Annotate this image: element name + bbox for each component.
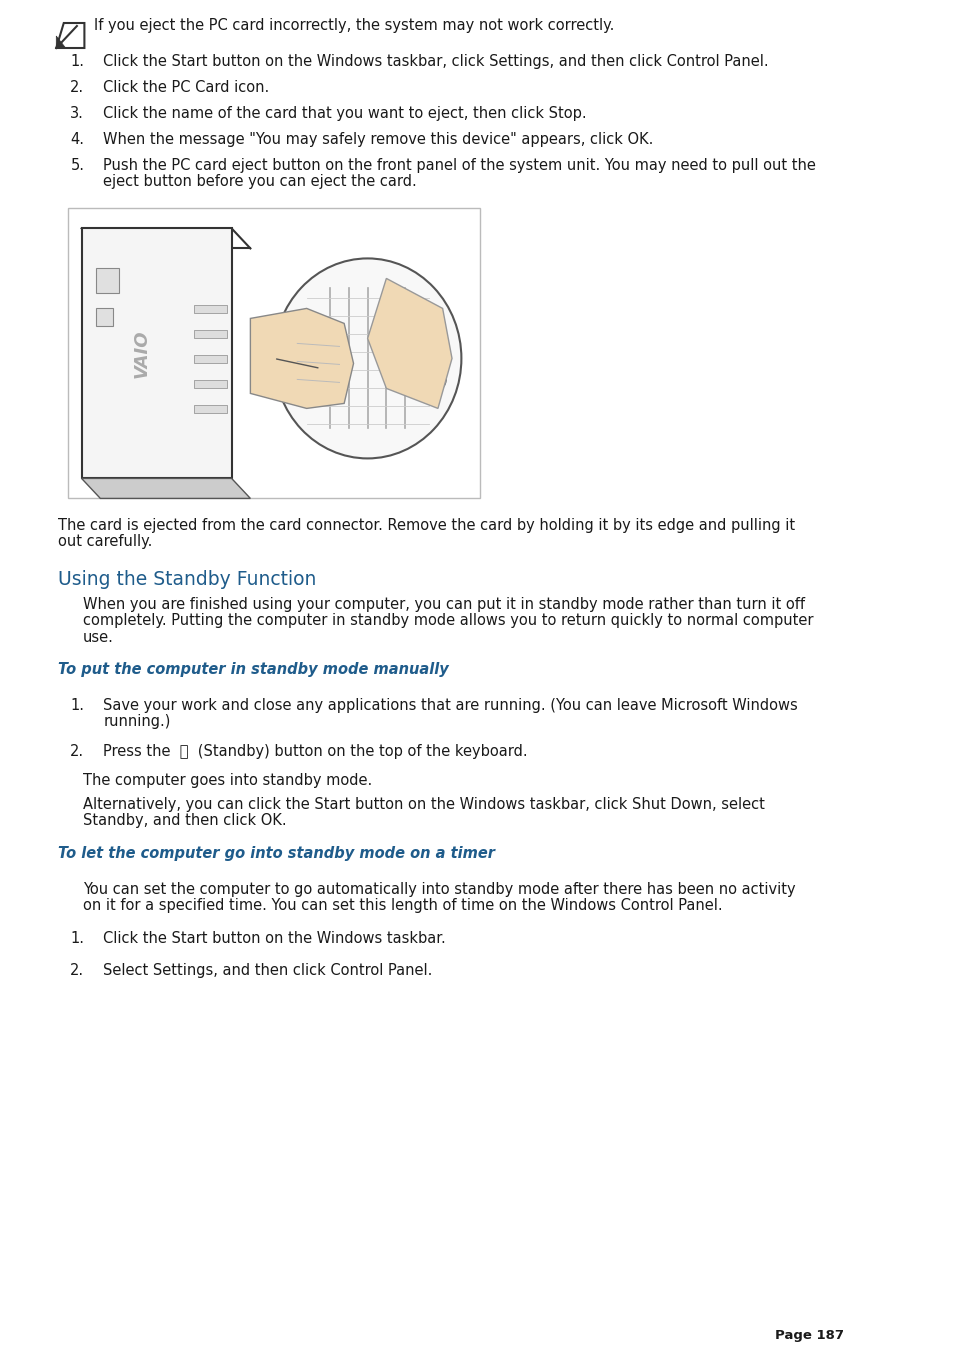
Text: 1.: 1.	[71, 54, 84, 69]
Bar	[95, 308, 112, 327]
Text: Save your work and close any applications that are running. (You can leave Micro: Save your work and close any application…	[103, 698, 797, 713]
Bar	[193, 305, 227, 313]
Text: When you are finished using your computer, you can put it in standby mode rather: When you are finished using your compute…	[83, 597, 803, 612]
Circle shape	[419, 365, 446, 392]
Polygon shape	[56, 36, 66, 49]
Text: Page 187: Page 187	[774, 1329, 843, 1342]
Text: VAIO: VAIO	[132, 330, 151, 378]
Text: Alternatively, you can click the Start button on the Windows taskbar, click Shut: Alternatively, you can click the Start b…	[83, 797, 763, 812]
Text: use.: use.	[83, 630, 113, 644]
Text: 1.: 1.	[71, 698, 84, 713]
Text: 2.: 2.	[71, 743, 85, 758]
Text: Click the Start button on the Windows taskbar.: Click the Start button on the Windows ta…	[103, 931, 445, 946]
Bar	[68, 208, 479, 499]
Text: 3.: 3.	[71, 105, 84, 120]
Bar	[82, 228, 232, 478]
Polygon shape	[367, 278, 452, 408]
Text: 4.: 4.	[71, 132, 84, 147]
Text: Click the name of the card that you want to eject, then click Stop.: Click the name of the card that you want…	[103, 105, 586, 120]
Bar	[193, 355, 227, 363]
Text: 2.: 2.	[71, 963, 85, 978]
Bar	[193, 331, 227, 338]
Text: When the message "You may safely remove this device" appears, click OK.: When the message "You may safely remove …	[103, 132, 653, 147]
Polygon shape	[82, 478, 250, 499]
Bar	[193, 405, 227, 413]
Text: Click the PC Card icon.: Click the PC Card icon.	[103, 80, 269, 95]
Text: eject button before you can eject the card.: eject button before you can eject the ca…	[103, 174, 416, 189]
Text: The computer goes into standby mode.: The computer goes into standby mode.	[83, 773, 372, 788]
Text: 2.: 2.	[71, 80, 85, 95]
Text: running.): running.)	[103, 715, 171, 730]
Text: Push the PC card eject button on the front panel of the system unit. You may nee: Push the PC card eject button on the fro…	[103, 158, 815, 173]
Text: Select Settings, and then click Control Panel.: Select Settings, and then click Control …	[103, 963, 432, 978]
Text: Using the Standby Function: Using the Standby Function	[58, 570, 316, 589]
Text: out carefully.: out carefully.	[58, 534, 152, 550]
Text: To let the computer go into standby mode on a timer: To let the computer go into standby mode…	[58, 846, 495, 861]
Text: To put the computer in standby mode manually: To put the computer in standby mode manu…	[58, 662, 449, 677]
Polygon shape	[250, 308, 354, 408]
Text: Standby, and then click OK.: Standby, and then click OK.	[83, 813, 286, 828]
Text: Click the Start button on the Windows taskbar, click Settings, and then click Co: Click the Start button on the Windows ta…	[103, 54, 768, 69]
Text: If you eject the PC card incorrectly, the system may not work correctly.: If you eject the PC card incorrectly, th…	[93, 18, 614, 32]
Text: on it for a specified time. You can set this length of time on the Windows Contr: on it for a specified time. You can set …	[83, 898, 721, 913]
Text: You can set the computer to go automatically into standby mode after there has b: You can set the computer to go automatic…	[83, 882, 794, 897]
Text: Press the  Ⓢ  (Standby) button on the top of the keyboard.: Press the Ⓢ (Standby) button on the top …	[103, 743, 527, 758]
Bar	[193, 381, 227, 389]
Text: completely. Putting the computer in standby mode allows you to return quickly to: completely. Putting the computer in stan…	[83, 613, 812, 628]
Text: 1.: 1.	[71, 931, 84, 946]
Bar	[95, 269, 119, 293]
Circle shape	[274, 258, 461, 458]
Circle shape	[419, 319, 446, 347]
Text: 5.: 5.	[71, 158, 84, 173]
Text: The card is ejected from the card connector. Remove the card by holding it by it: The card is ejected from the card connec…	[58, 517, 795, 532]
